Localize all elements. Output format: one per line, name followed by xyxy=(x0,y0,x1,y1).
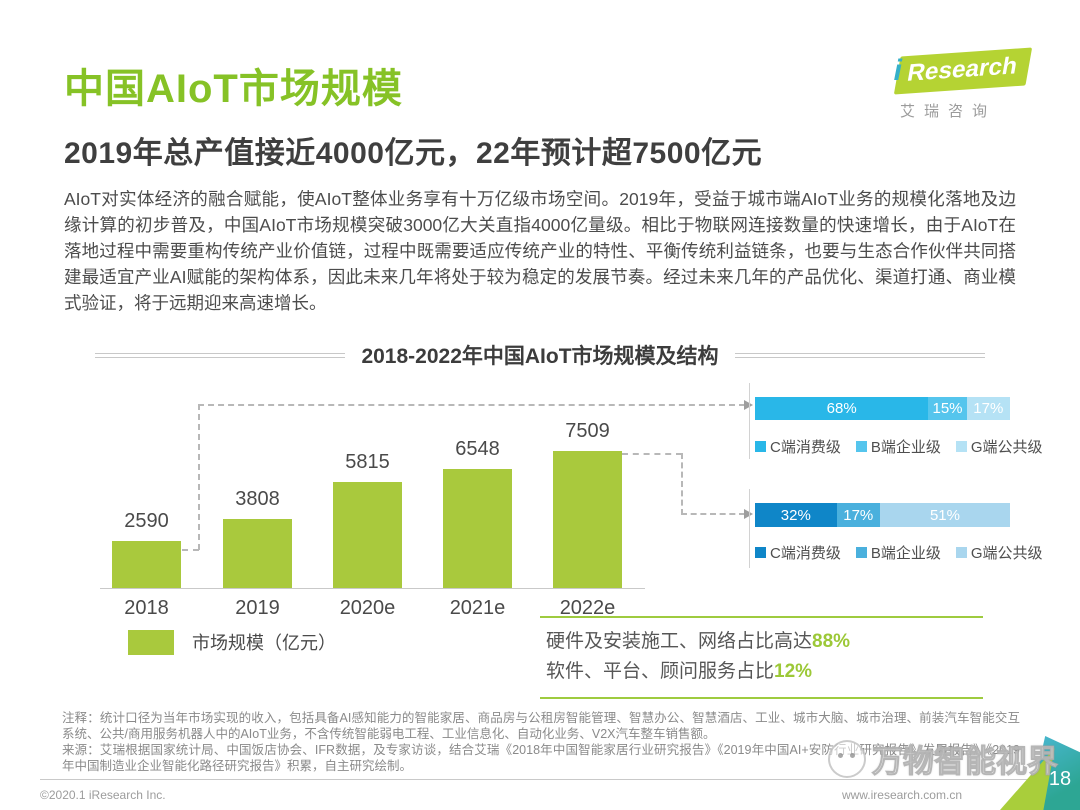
arrow-right-icon xyxy=(744,509,753,519)
page-title: 中国AIoT市场规模 xyxy=(64,67,403,111)
connector-2022-horizontal-2 xyxy=(681,513,745,515)
intro-paragraph: AIoT对实体经济的融合赋能，使AIoT整体业务享有十万亿级市场空间。2019年… xyxy=(64,189,1016,313)
footer-divider xyxy=(40,779,1042,780)
legend-label: C端消费级 xyxy=(770,439,841,456)
stacked-legend-2022: C端消费级 B端企业级 G端公共级 xyxy=(755,542,1055,563)
legend-label: G端公共级 xyxy=(970,545,1043,562)
note-text: 注释：统计口径为当年市场实现的收入，包括具备AI感知能力的智能家居、商品房与公租… xyxy=(62,711,1020,741)
iresearch-logo-i: i xyxy=(893,54,902,87)
divider-line-right xyxy=(734,352,985,358)
stacked-legend-2018: C端消费级 B端企业级 G端公共级 xyxy=(755,436,1055,457)
watermark-text: 万物智能视界 xyxy=(872,744,1059,780)
bar-value-label: 3808 xyxy=(235,488,280,510)
x-axis-label: 2019 xyxy=(235,597,280,619)
stacked-segment-B端企业级: 15% xyxy=(928,397,967,420)
bar-value-label: 5815 xyxy=(345,451,390,473)
highlight-line-2: 软件、平台、顾问服务占比12% xyxy=(546,657,983,687)
connector-2018-horizontal xyxy=(198,404,745,406)
legend-label: 市场规模（亿元） xyxy=(192,633,336,653)
bar-2018 xyxy=(112,541,181,588)
iresearch-logo-mark: i Research xyxy=(868,47,1033,95)
legend-swatch xyxy=(755,441,766,452)
bar-2022e xyxy=(553,451,622,588)
iresearch-logo: i Research 艾瑞咨询 xyxy=(868,47,1033,121)
legend-item-B端企业级: B端企业级 xyxy=(855,542,941,563)
stacked-axis-bottom xyxy=(749,489,750,568)
stacked-segment-B端企业级: 17% xyxy=(836,503,880,527)
bar-value-label: 7509 xyxy=(565,420,610,442)
stacked-bar-2022: 32% 17% 51% xyxy=(755,503,1010,527)
footer-copyright: ©2020.1 iResearch Inc. xyxy=(40,788,166,802)
stacked-segment-C端消费级: 68% xyxy=(755,397,929,420)
highlight-text: 软件、平台、顾问服务占比 xyxy=(546,661,775,682)
legend-swatch xyxy=(128,629,174,655)
highlight-value: 12% xyxy=(774,661,813,682)
stacked-axis-top xyxy=(749,383,750,459)
bar-2019 xyxy=(223,519,292,588)
legend-item-C端消费级: C端消费级 xyxy=(755,436,841,457)
iresearch-logo-band: Research xyxy=(893,47,1033,95)
x-axis-label: 2018 xyxy=(124,597,169,619)
connector-2022-horizontal-1 xyxy=(622,453,682,455)
source-text: 来源：艾瑞根据国家统计局、中国饭店协会、IFR数据，及专家访谈，结合艾瑞《201… xyxy=(62,743,1020,773)
legend-label: B端企业级 xyxy=(870,439,941,456)
bar-value-label: 6548 xyxy=(455,438,500,460)
legend-swatch xyxy=(955,441,967,452)
legend-item-C端消费级: C端消费级 xyxy=(755,542,841,563)
x-axis-label: 2021e xyxy=(449,597,506,619)
x-axis-label: 2022e xyxy=(559,597,616,619)
x-axis-line xyxy=(100,588,645,589)
page-number: 18 xyxy=(1048,768,1072,790)
legend-swatch xyxy=(755,547,766,558)
footer-website: www.iresearch.com.cn xyxy=(841,788,962,802)
legend-label: C端消费级 xyxy=(770,545,841,562)
bar-value-label: 2590 xyxy=(124,510,169,532)
x-axis-labels: 2018 2019 2020e 2021e 2022e xyxy=(100,597,645,621)
bar-chart: 2590 3808 5815 6548 7509 xyxy=(100,390,645,588)
connector-2022-vertical xyxy=(681,453,683,515)
stacked-segment-G端公共级: 17% xyxy=(966,397,1010,420)
highlight-line-1: 硬件及安装施工、网络占比高达88% xyxy=(546,627,983,657)
legend-label: B端企业级 xyxy=(870,545,941,562)
highlight-value: 88% xyxy=(812,631,851,652)
divider-line-left xyxy=(95,352,346,358)
chart-title: 2018-2022年中国AIoT市场规模及结构 xyxy=(361,345,719,368)
legend-item-G端公共级: G端公共级 xyxy=(955,542,1043,563)
page-subtitle: 2019年总产值接近4000亿元，22年预计超7500亿元 xyxy=(64,137,763,170)
stacked-segment-G端公共级: 51% xyxy=(879,503,1010,527)
stacked-bar-2018: 68% 15% 17% xyxy=(755,397,1010,420)
x-axis-label: 2020e xyxy=(339,597,396,619)
arrow-right-icon xyxy=(744,400,753,410)
stacked-segment-C端消费级: 32% xyxy=(755,503,837,527)
highlight-box: 硬件及安装施工、网络占比高达88% 软件、平台、顾问服务占比12% xyxy=(540,616,983,699)
legend-swatch xyxy=(855,547,867,558)
legend-label: G端公共级 xyxy=(970,439,1043,456)
footnotes: 注释：统计口径为当年市场实现的收入，包括具备AI感知能力的智能家居、商品房与公租… xyxy=(62,710,1020,774)
connector-2018-vertical xyxy=(198,404,200,550)
legend-swatch xyxy=(955,547,967,558)
connector-2018-stub xyxy=(182,549,199,551)
legend-item-G端公共级: G端公共级 xyxy=(955,436,1043,457)
legend-swatch xyxy=(855,441,867,452)
highlight-text: 硬件及安装施工、网络占比高达 xyxy=(546,631,813,652)
iresearch-logo-chinese: 艾瑞咨询 xyxy=(899,103,996,120)
main-legend: 市场规模（亿元） xyxy=(128,629,336,655)
watermark: 万物智能视界 xyxy=(828,736,1059,781)
bar-2021e xyxy=(443,469,512,588)
wechat-badge-icon xyxy=(828,739,866,778)
bar-2020e xyxy=(333,482,402,588)
legend-item-B端企业级: B端企业级 xyxy=(855,436,941,457)
chart-title-row: 2018-2022年中国AIoT市场规模及结构 xyxy=(95,340,985,370)
